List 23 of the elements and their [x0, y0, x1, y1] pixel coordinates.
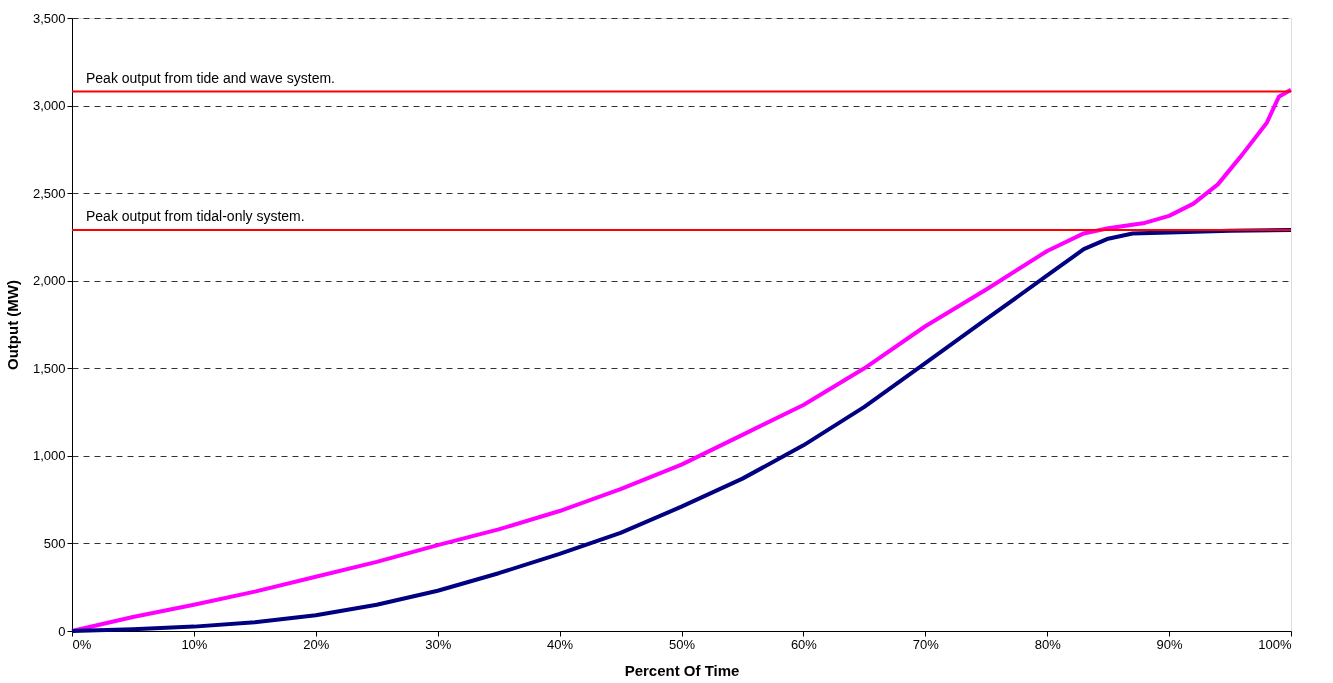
y-tick-label: 500 — [43, 535, 66, 551]
x-tick-label: 40% — [547, 636, 574, 652]
x-tick-label: 70% — [912, 636, 940, 652]
y-tick-label: 3,000 — [32, 98, 66, 114]
y-axis-title: Output (MW) — [3, 280, 21, 370]
y-tick-label: 1,000 — [32, 448, 66, 464]
x-tick-label: 60% — [790, 636, 818, 652]
y-tick-label: 2,500 — [32, 185, 66, 201]
x-tick-label: 10% — [181, 636, 208, 652]
x-tick-label: 100% — [1258, 636, 1292, 652]
y-tick-label: 0 — [58, 623, 66, 639]
ref-line-label: Peak output from tide and wave system. — [86, 69, 336, 86]
x-tick-label: 50% — [668, 636, 696, 652]
x-tick-label: 80% — [1034, 636, 1062, 652]
x-tick-label: 30% — [425, 636, 452, 652]
x-axis-title: Percent Of Time — [624, 661, 740, 679]
y-tick-label: 1,500 — [32, 360, 66, 376]
x-tick-label: 20% — [303, 636, 330, 652]
x-tick-label: 0% — [72, 636, 92, 652]
x-tick-label: 90% — [1156, 636, 1184, 652]
y-tick-label: 2,000 — [32, 273, 66, 289]
ref-line-label: Peak output from tidal-only system. — [86, 207, 305, 224]
y-tick-label: 3,500 — [32, 10, 66, 26]
